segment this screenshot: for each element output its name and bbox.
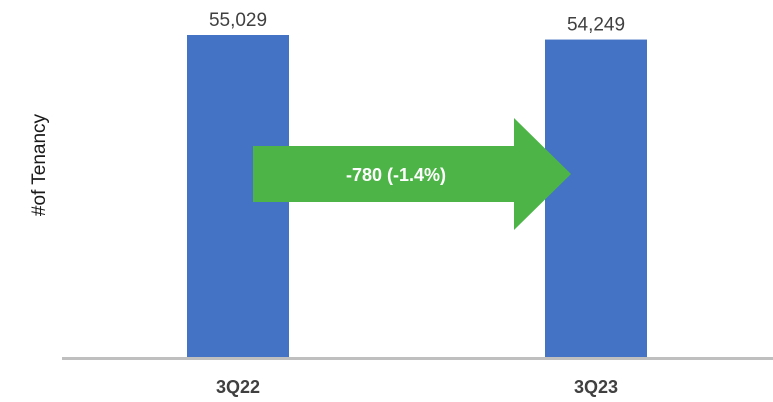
change-arrow (253, 118, 571, 230)
change-arrow-label: -780 (-1.4%) (346, 165, 446, 185)
value-label-3q23: 54,249 (567, 15, 625, 36)
bar-3q23 (545, 39, 647, 357)
y-axis-title: #of Tenancy (29, 113, 50, 216)
category-label-3q22: 3Q22 (216, 377, 260, 397)
category-label-3q23: 3Q23 (574, 377, 618, 397)
value-label-3q22: 55,029 (209, 10, 267, 31)
